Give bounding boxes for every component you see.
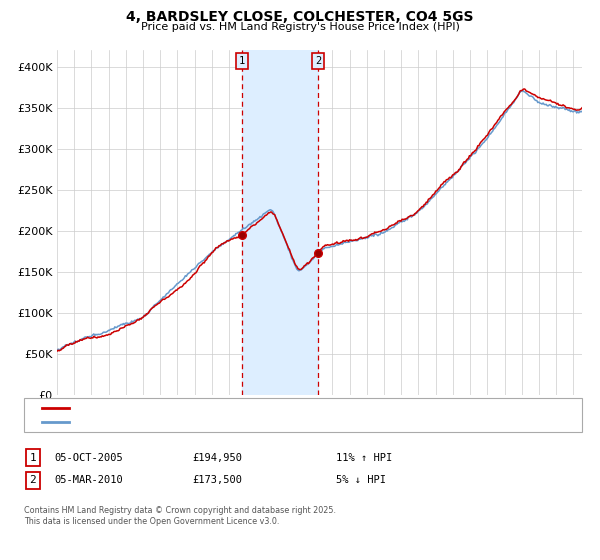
Bar: [242, 50, 318, 395]
Text: £194,950: £194,950: [192, 452, 242, 463]
Text: 4, BARDSLEY CLOSE, COLCHESTER, CO4 5GS (semi-detached house): 4, BARDSLEY CLOSE, COLCHESTER, CO4 5GS (…: [72, 403, 408, 413]
Text: 1: 1: [239, 56, 245, 66]
Text: Contains HM Land Registry data © Crown copyright and database right 2025.
This d: Contains HM Land Registry data © Crown c…: [24, 506, 336, 526]
Text: HPI: Average price, semi-detached house, Colchester: HPI: Average price, semi-detached house,…: [72, 417, 332, 427]
Text: 5% ↓ HPI: 5% ↓ HPI: [336, 475, 386, 486]
Text: 11% ↑ HPI: 11% ↑ HPI: [336, 452, 392, 463]
Text: £173,500: £173,500: [192, 475, 242, 486]
Text: 2: 2: [29, 475, 37, 486]
Text: Price paid vs. HM Land Registry's House Price Index (HPI): Price paid vs. HM Land Registry's House …: [140, 22, 460, 32]
Text: 05-OCT-2005: 05-OCT-2005: [54, 452, 123, 463]
Text: 05-MAR-2010: 05-MAR-2010: [54, 475, 123, 486]
Text: 4, BARDSLEY CLOSE, COLCHESTER, CO4 5GS: 4, BARDSLEY CLOSE, COLCHESTER, CO4 5GS: [126, 10, 474, 24]
Text: 2: 2: [315, 56, 321, 66]
Text: 1: 1: [29, 452, 37, 463]
